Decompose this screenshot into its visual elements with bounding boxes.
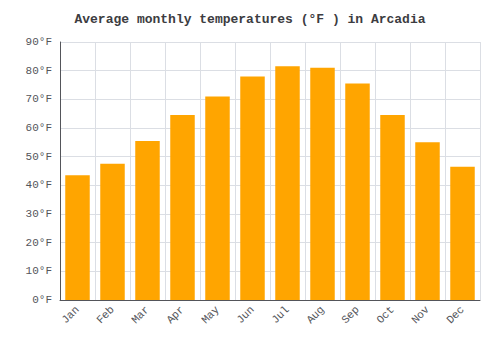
svg-text:Average monthly temperatures (: Average monthly temperatures (°F ) in Ar… [74, 12, 425, 27]
svg-text:70°F: 70°F [26, 93, 52, 105]
svg-text:Nov: Nov [409, 303, 432, 326]
svg-text:Jun: Jun [234, 304, 256, 326]
svg-text:50°F: 50°F [26, 151, 52, 163]
svg-text:Jul: Jul [269, 304, 291, 326]
svg-text:20°F: 20°F [26, 237, 52, 249]
svg-text:May: May [199, 303, 222, 326]
svg-text:30°F: 30°F [26, 208, 52, 220]
svg-text:Aug: Aug [304, 304, 326, 326]
svg-text:10°F: 10°F [26, 265, 52, 277]
svg-text:Mar: Mar [129, 304, 151, 326]
svg-text:Sep: Sep [339, 304, 361, 326]
svg-text:60°F: 60°F [26, 122, 52, 134]
svg-text:Oct: Oct [374, 304, 396, 326]
svg-text:80°F: 80°F [26, 65, 52, 77]
svg-text:0°F: 0°F [32, 294, 52, 306]
svg-text:Jan: Jan [59, 304, 81, 326]
svg-text:90°F: 90°F [26, 36, 52, 48]
svg-text:40°F: 40°F [26, 179, 52, 191]
svg-text:Dec: Dec [444, 304, 466, 326]
svg-text:Feb: Feb [94, 304, 116, 326]
svg-text:Apr: Apr [164, 304, 186, 326]
